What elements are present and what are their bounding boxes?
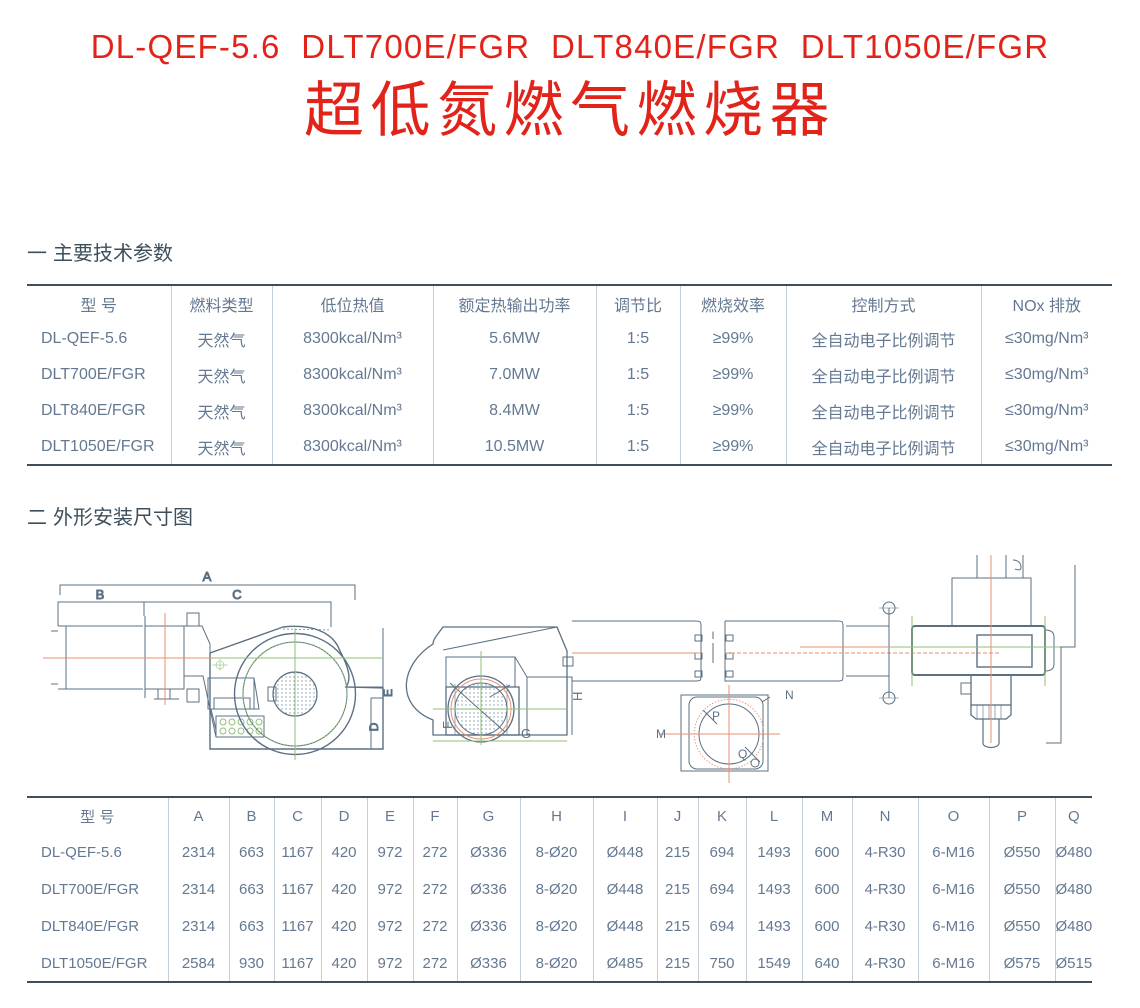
svg-text:N: N (785, 688, 794, 702)
svg-text:E: E (381, 689, 395, 697)
svg-text:H: H (570, 692, 585, 701)
svg-text:M: M (656, 727, 666, 741)
svg-text:D: D (367, 722, 381, 731)
svg-text:Q: Q (738, 747, 747, 761)
svg-text:A: A (203, 569, 212, 584)
svg-text:C: C (232, 587, 241, 602)
svg-text:B: B (96, 587, 105, 602)
svg-text:G: G (521, 726, 531, 741)
svg-text:I: I (711, 630, 714, 642)
svg-text:F: F (440, 721, 455, 729)
svg-text:P: P (712, 709, 720, 723)
